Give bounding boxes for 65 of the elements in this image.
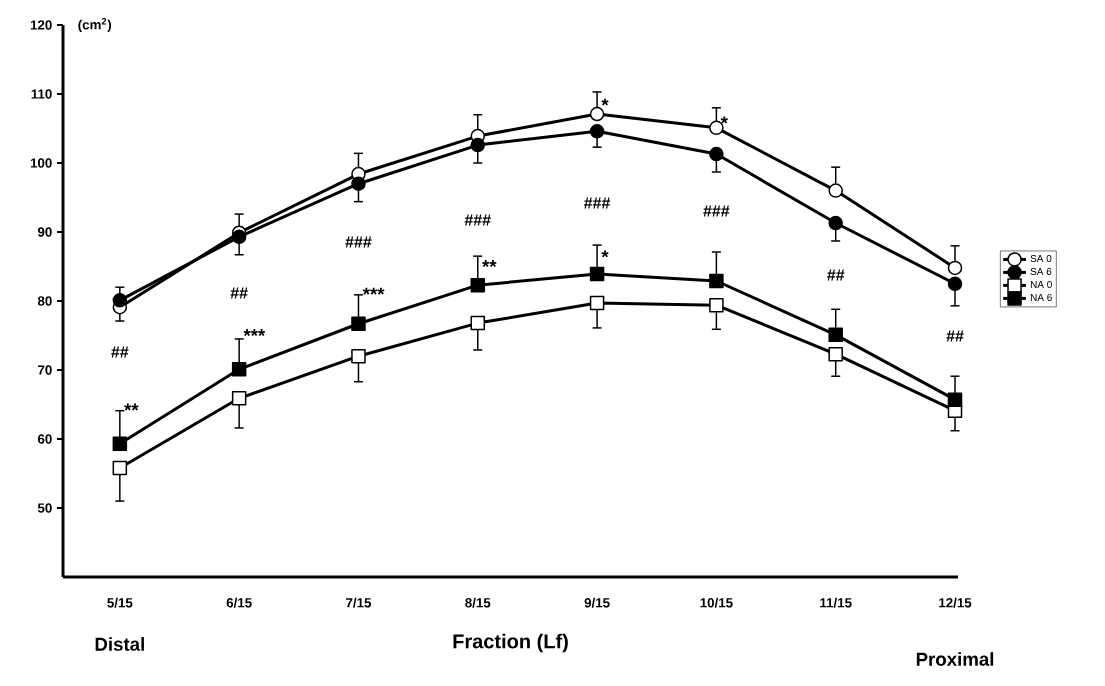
point xyxy=(231,391,247,406)
point xyxy=(589,295,605,311)
point xyxy=(589,106,605,122)
point xyxy=(709,273,724,289)
legend-label: NA 6 xyxy=(1030,293,1052,301)
y-tick-label: 50 xyxy=(37,503,52,513)
annotation: ## xyxy=(111,346,129,358)
point xyxy=(112,436,128,452)
point xyxy=(470,137,486,153)
y-tick-label: 70 xyxy=(38,365,52,375)
legend-label: NA 0 xyxy=(1030,280,1052,289)
annotation: ### xyxy=(345,236,372,248)
x-tick-label: 6/15 xyxy=(226,597,252,608)
x-axis-title: Fraction (Lf) xyxy=(453,633,568,653)
point xyxy=(351,316,366,332)
x-tick-label: 8/15 xyxy=(465,597,491,608)
x-tick-label: 5/15 xyxy=(107,597,133,608)
point xyxy=(709,297,724,313)
point xyxy=(231,229,247,245)
annotation: * xyxy=(720,116,728,124)
point xyxy=(709,146,724,162)
annotation: *** xyxy=(243,329,266,337)
text: Distal xyxy=(95,637,144,651)
point xyxy=(351,348,366,364)
point xyxy=(828,327,843,343)
legend-label: SA 0 xyxy=(1030,254,1052,263)
annotation: ### xyxy=(583,197,611,209)
y-tick-label: 90 xyxy=(37,227,52,237)
y-tick-label: 80 xyxy=(37,296,52,306)
point xyxy=(589,266,605,282)
annotation: ** xyxy=(124,403,139,411)
annotation: ## xyxy=(946,330,964,342)
annotation: ## xyxy=(230,287,248,299)
point xyxy=(470,315,486,331)
point xyxy=(351,176,366,191)
point xyxy=(112,293,128,308)
legend-label: SA 6 xyxy=(1030,267,1052,276)
point xyxy=(947,260,963,276)
point xyxy=(589,124,605,139)
annotation: ** xyxy=(482,260,497,268)
annotation: ## xyxy=(827,269,845,281)
x-tick-label: 11/15 xyxy=(820,597,852,608)
x-tick-label: 9/15 xyxy=(584,597,610,608)
x-tick-label: 7/15 xyxy=(346,597,372,608)
point xyxy=(947,276,963,292)
point xyxy=(828,183,843,198)
annotation: * xyxy=(601,98,609,106)
annotation: * xyxy=(601,250,609,258)
x-tick-label: 12/15 xyxy=(939,597,972,608)
y-tick-label: 100 xyxy=(30,158,52,168)
y-tick-label: 120 xyxy=(30,20,52,30)
point xyxy=(828,215,843,231)
point xyxy=(112,460,128,476)
annotation: ### xyxy=(703,205,730,217)
point xyxy=(947,392,963,407)
point xyxy=(470,277,486,293)
y-tick-label: 60 xyxy=(37,434,52,444)
y-tick-label: 110 xyxy=(31,89,52,99)
y-axis-title: (cm$^{2}$) xyxy=(78,17,112,33)
text: Proximal xyxy=(916,652,994,666)
annotation: *** xyxy=(362,287,385,295)
annotation: ### xyxy=(464,214,491,226)
point xyxy=(828,346,843,362)
point xyxy=(231,362,247,377)
x-tick-label: 10/15 xyxy=(700,597,733,608)
